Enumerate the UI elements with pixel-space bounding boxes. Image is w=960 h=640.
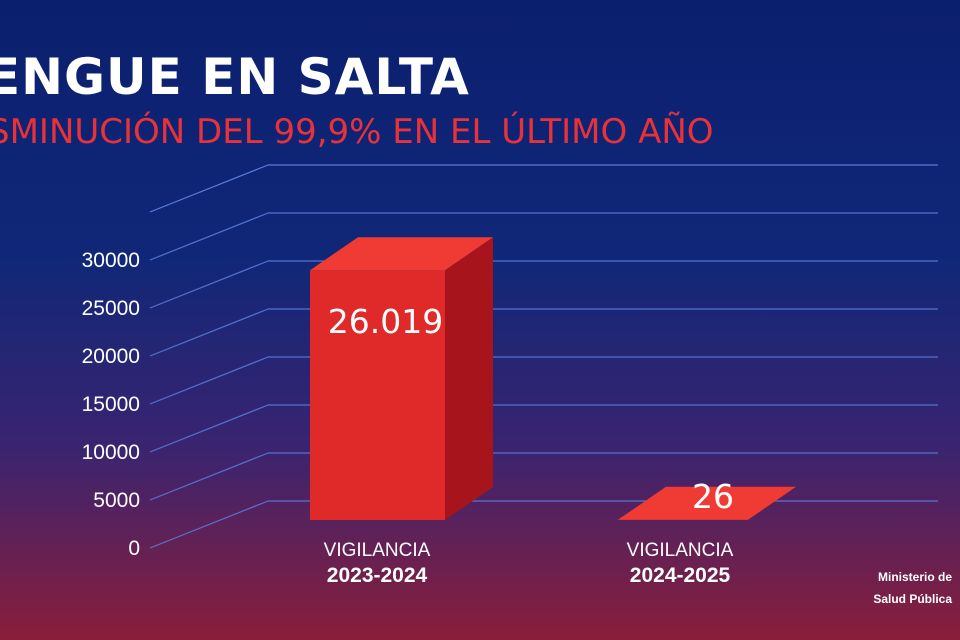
data-label-0: 26.019 <box>328 302 443 341</box>
source-line-1: Ministerio de <box>877 570 952 584</box>
gridline-depth-1 <box>149 452 269 501</box>
y-tick-label-1: 5000 <box>93 489 140 512</box>
bar-front-0 <box>310 270 445 520</box>
gridline-depth-5 <box>149 260 269 309</box>
y-tick-label-0: 0 <box>128 537 140 560</box>
y-tick-label-5: 25000 <box>82 297 140 320</box>
category-label-line1-1: VIGILANCIA <box>627 540 734 561</box>
y-tick-label-4: 20000 <box>82 345 140 368</box>
gridline-depth-top <box>149 164 269 213</box>
bar-side-1 <box>748 486 796 520</box>
y-tick-label-2: 10000 <box>82 441 140 464</box>
data-label-1: 26 <box>692 477 734 516</box>
source-line-2: Salud Pública <box>873 592 952 606</box>
bar-top-0 <box>310 237 493 271</box>
bar-top-1 <box>618 486 796 520</box>
chart-title: ENGUE EN SALTA <box>0 48 470 106</box>
category-label-line2-0: 2023-2024 <box>327 564 428 587</box>
category-label-line2-1: 2024-2025 <box>630 564 731 587</box>
gridline-depth-6 <box>149 212 269 261</box>
bar-side-0 <box>445 237 493 521</box>
source-credit: Ministerio de Salud Pública <box>873 566 952 610</box>
gridline-depth-2 <box>149 404 269 453</box>
y-tick-label-6: 30000 <box>82 249 140 272</box>
gridline-depth-3 <box>149 356 269 405</box>
gridline-depth-0 <box>149 500 269 549</box>
chart-subtitle: SMINUCIÓN DEL 99,9% EN EL ÚLTIMO AÑO <box>0 112 714 152</box>
y-tick-label-3: 15000 <box>82 393 140 416</box>
gridline-depth-4 <box>149 308 269 357</box>
category-label-line1-0: VIGILANCIA <box>324 540 431 561</box>
